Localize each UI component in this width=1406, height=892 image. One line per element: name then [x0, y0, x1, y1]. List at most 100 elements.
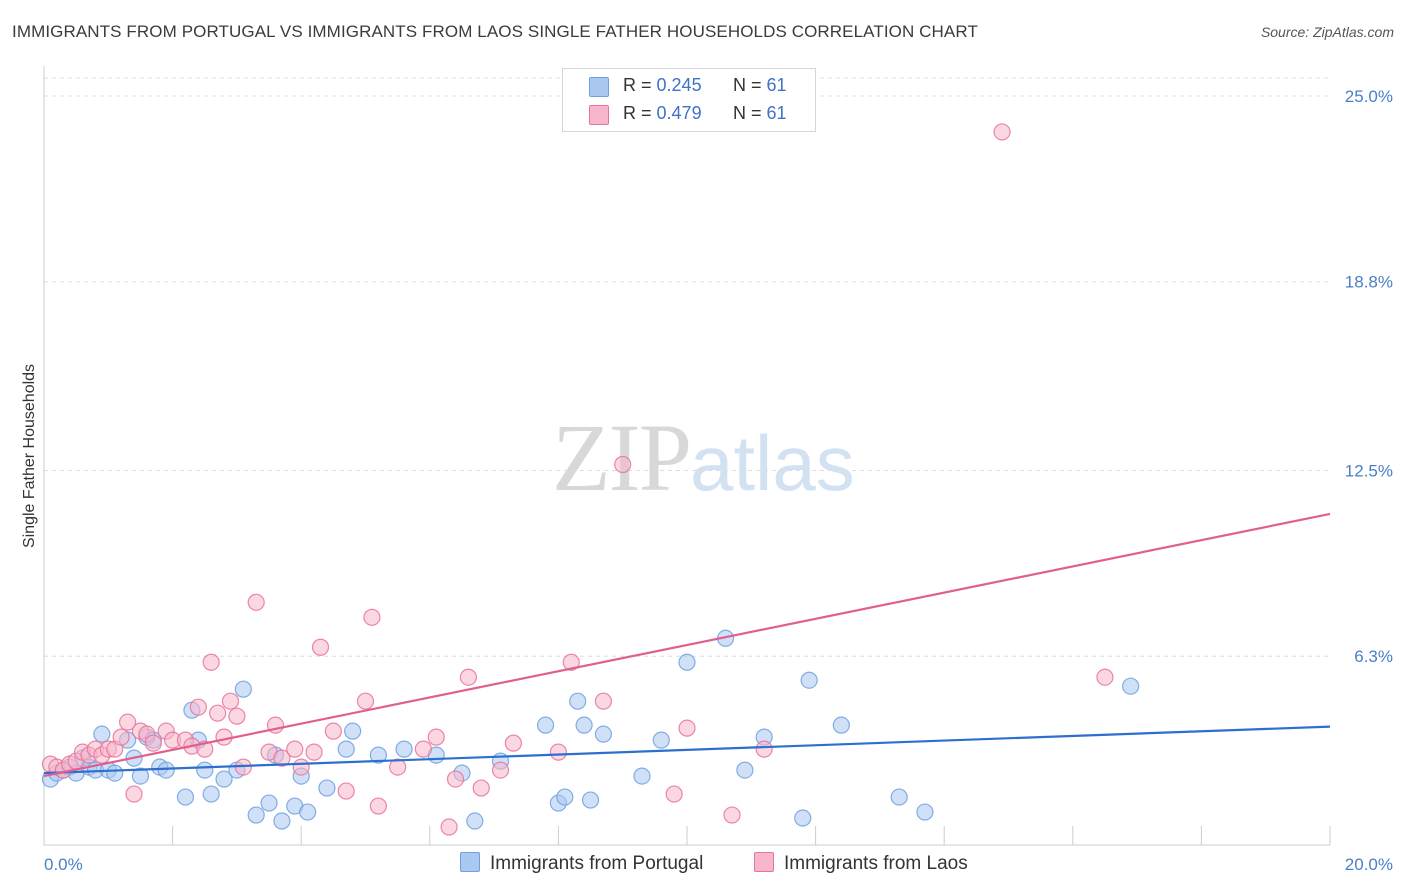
portugal-point [1122, 677, 1140, 695]
laos-point [189, 698, 207, 716]
portugal-point [890, 788, 908, 806]
y-tick-label: 6.3% [1354, 647, 1393, 666]
tick-labels: 6.3% 12.5% 18.8% 25.0% 0.0% 20.0% [44, 87, 1393, 874]
laos-point [228, 707, 246, 725]
bottom-legend-label-laos: Immigrants from Laos [784, 853, 968, 874]
x-tick-label: 0.0% [44, 855, 83, 874]
chart-title: IMMIGRANTS FROM PORTUGAL VS IMMIGRANTS F… [12, 22, 978, 41]
y-tick-label: 18.8% [1345, 273, 1393, 292]
portugal-point [247, 806, 265, 824]
portugal-point [395, 740, 413, 758]
legend-r-label: R = [623, 75, 652, 95]
portugal-point [299, 803, 317, 821]
laos-point [562, 653, 580, 671]
laos-point [337, 782, 355, 800]
legend-r-value: 0.245 [656, 75, 702, 95]
legend-r-value: 0.479 [656, 103, 702, 123]
laos-point [755, 740, 773, 758]
legend-n-value: 61 [766, 75, 787, 95]
laos-point [459, 668, 477, 686]
portugal-point [633, 767, 651, 785]
grid-lines [44, 77, 1330, 657]
laos-point [273, 749, 291, 767]
laos-point [678, 719, 696, 737]
laos-point [125, 785, 143, 803]
portugal-point [466, 812, 484, 830]
portugal-point [215, 770, 233, 788]
laos-point [549, 743, 568, 761]
portugal-point [176, 788, 195, 806]
laos-point [1096, 668, 1114, 686]
watermark-atlas: atlas [690, 419, 855, 507]
laos-point [286, 740, 304, 758]
laos-point [292, 758, 310, 776]
portugal-point [556, 788, 574, 806]
source-label: Source: ZipAtlas.com [1260, 24, 1394, 40]
portugal-point [157, 761, 175, 779]
portugal-point [678, 653, 696, 671]
portugal-point [318, 779, 336, 797]
portugal-point [106, 764, 124, 782]
laos-point [665, 785, 683, 803]
portugal-point [569, 692, 587, 710]
watermark: ZIPatlas [552, 402, 855, 513]
laos-point [369, 797, 387, 815]
portugal-point [581, 791, 600, 809]
laos-point [118, 713, 137, 731]
portugal-point [260, 794, 278, 812]
laos-point [324, 722, 342, 740]
legend-n-label: N = [733, 75, 762, 95]
legend-n-label: N = [733, 103, 762, 123]
laos-point [472, 779, 490, 797]
laos-point [363, 608, 381, 626]
portugal-point [196, 761, 214, 779]
portugal-point [202, 785, 220, 803]
bottom-legend-laos: Immigrants from Laos [754, 852, 968, 875]
laos-point [209, 704, 227, 722]
trend-lines [43, 512, 1331, 778]
portugal-point [536, 716, 555, 734]
portugal-point [234, 680, 252, 698]
correlation-legend: R = 0.245 N = 61 R = 0.479 N = 61 [562, 68, 816, 132]
axes [43, 66, 1331, 846]
bottom-legend-portugal: Immigrants from Portugal [460, 852, 703, 875]
legend-n-value: 61 [766, 103, 787, 123]
laos-point [311, 638, 330, 656]
laos-point [504, 734, 522, 752]
portugal-point [131, 767, 150, 785]
portugal-point [344, 722, 362, 740]
legend-r-label: R = [623, 103, 652, 123]
laos-point [440, 818, 458, 836]
laos-point [202, 653, 220, 671]
portugal-point [832, 716, 850, 734]
portugal-trend-line [43, 725, 1331, 775]
laos-point [112, 728, 130, 746]
laos-trend-line [43, 512, 1331, 778]
portugal-point [594, 725, 613, 743]
laos-point [723, 806, 741, 824]
portugal-point [794, 809, 812, 827]
legend-swatch-portugal [589, 77, 609, 97]
laos-point [594, 692, 613, 710]
laos-point [427, 728, 445, 746]
portugal-point [369, 746, 387, 764]
data-points [41, 123, 1140, 836]
y-tick-label: 25.0% [1345, 87, 1393, 106]
laos-point [305, 743, 323, 761]
laos-point [414, 740, 432, 758]
laos-point [491, 761, 510, 779]
x-tick-label: 20.0% [1345, 855, 1393, 874]
portugal-point [337, 740, 355, 758]
laos-point [614, 455, 632, 474]
bottom-legend-swatch-laos [754, 852, 774, 872]
legend-swatch-laos [589, 105, 609, 125]
portugal-point [736, 761, 754, 779]
laos-point [446, 770, 465, 788]
laos-point [221, 692, 240, 710]
laos-point [144, 734, 162, 752]
portugal-point [800, 671, 818, 689]
laos-point [389, 758, 407, 776]
portugal-point [273, 812, 291, 830]
laos-point [247, 593, 265, 611]
